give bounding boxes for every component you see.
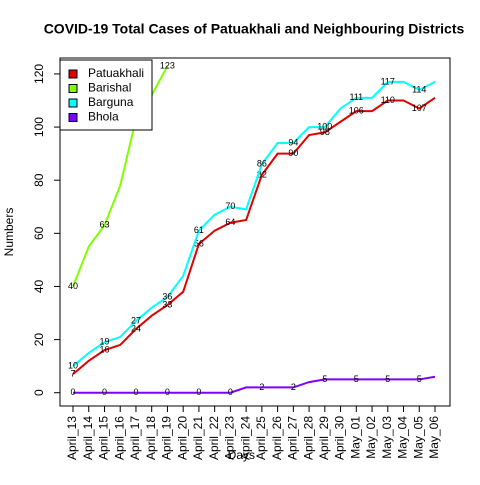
- data-label: 0: [102, 387, 107, 397]
- data-label: 0: [196, 387, 201, 397]
- data-label: 56: [194, 238, 204, 248]
- data-label: 7: [70, 368, 75, 378]
- x-tick-label: April_30: [333, 416, 347, 460]
- data-label: 19: [99, 337, 109, 347]
- data-label: 16: [99, 345, 109, 355]
- data-label: 5: [354, 374, 359, 384]
- x-tick-label: May_01: [348, 416, 362, 459]
- data-label: 107: [412, 103, 427, 113]
- y-tick-label: 0: [32, 389, 46, 396]
- data-label: 33: [162, 299, 172, 309]
- x-tick-label: April_14: [81, 416, 95, 460]
- x-tick-label: April_18: [144, 416, 158, 460]
- data-label: 5: [385, 374, 390, 384]
- data-label: 123: [160, 60, 175, 70]
- y-tick-label: 60: [32, 226, 46, 240]
- data-label: 98: [320, 127, 330, 137]
- data-label: 64: [225, 217, 235, 227]
- legend-swatch: [68, 84, 78, 93]
- x-tick-label: April_22: [207, 416, 221, 460]
- data-label: 10: [68, 361, 78, 371]
- x-tick-label: April_19: [160, 416, 174, 460]
- data-label: 36: [162, 291, 172, 301]
- data-label: 2: [259, 382, 264, 392]
- x-tick-label: April_13: [65, 416, 79, 460]
- x-axis-title: Days: [228, 448, 255, 462]
- data-label: 111: [349, 92, 363, 102]
- data-label: 0: [228, 387, 233, 397]
- data-label: 5: [322, 374, 327, 384]
- x-tick-label: April_27: [286, 416, 300, 460]
- data-label: 114: [412, 84, 426, 94]
- legend-label: Bhola: [88, 110, 119, 124]
- data-label: 2: [291, 382, 296, 392]
- x-tick-label: May_03: [380, 416, 394, 459]
- data-label: 0: [133, 387, 138, 397]
- x-tick-label: May_02: [364, 416, 378, 459]
- data-label: 70: [225, 201, 235, 211]
- data-label: 94: [288, 137, 298, 147]
- y-axis-title: Numbers: [2, 208, 16, 257]
- x-tick-label: April_24: [238, 416, 252, 460]
- data-label: 0: [165, 387, 170, 397]
- y-tick-label: 80: [32, 173, 46, 187]
- chart-title: COVID-19 Total Cases of Patuakhali and N…: [44, 21, 465, 37]
- x-tick-label: May_04: [396, 416, 410, 459]
- y-tick-label: 20: [32, 333, 46, 347]
- legend-label: Barishal: [88, 81, 131, 95]
- data-label: 100: [317, 121, 332, 131]
- data-label: 117: [381, 76, 395, 86]
- data-label: 82: [257, 169, 267, 179]
- series-line: [72, 80, 436, 367]
- legend-swatch: [68, 98, 78, 108]
- x-tick-label: May_06: [427, 416, 441, 459]
- x-tick-label: April_23: [223, 416, 237, 460]
- data-label: 110: [381, 95, 395, 105]
- data-label: 63: [99, 220, 109, 230]
- x-tick-label: April_29: [317, 416, 331, 460]
- x-tick-label: April_21: [191, 416, 205, 460]
- data-label: 5: [417, 374, 422, 384]
- x-tick-label: May_05: [411, 416, 425, 459]
- legend-swatch: [68, 69, 78, 79]
- x-tick-label: April_16: [112, 416, 126, 460]
- legend-label: Patuakhali: [88, 66, 144, 80]
- data-label: 0: [70, 387, 75, 397]
- series-line: [72, 97, 436, 375]
- data-label: 90: [288, 148, 298, 158]
- x-tick-label: April_28: [301, 416, 315, 460]
- y-tick-label: 40: [32, 279, 46, 293]
- y-tick-label: 120: [32, 64, 46, 84]
- data-label: 27: [131, 315, 141, 325]
- legend-swatch: [68, 113, 78, 122]
- plot-area: 7162433566482909810611010740631031231019…: [68, 60, 436, 397]
- series-line: [73, 375, 436, 394]
- data-label: 86: [257, 159, 267, 169]
- x-tick-label: April_17: [128, 416, 142, 460]
- plot-frame: [59, 57, 451, 407]
- data-label: 106: [349, 106, 364, 116]
- x-tick-label: April_25: [254, 416, 268, 460]
- x-tick-label: April_26: [270, 416, 284, 460]
- y-tick-label: 100: [32, 117, 46, 137]
- data-label: 61: [194, 225, 204, 235]
- data-label: 40: [68, 281, 78, 291]
- x-tick-label: April_15: [97, 416, 111, 460]
- x-tick-label: April_20: [175, 416, 189, 460]
- legend-label: Barguna: [88, 95, 134, 109]
- data-label: 24: [131, 323, 141, 333]
